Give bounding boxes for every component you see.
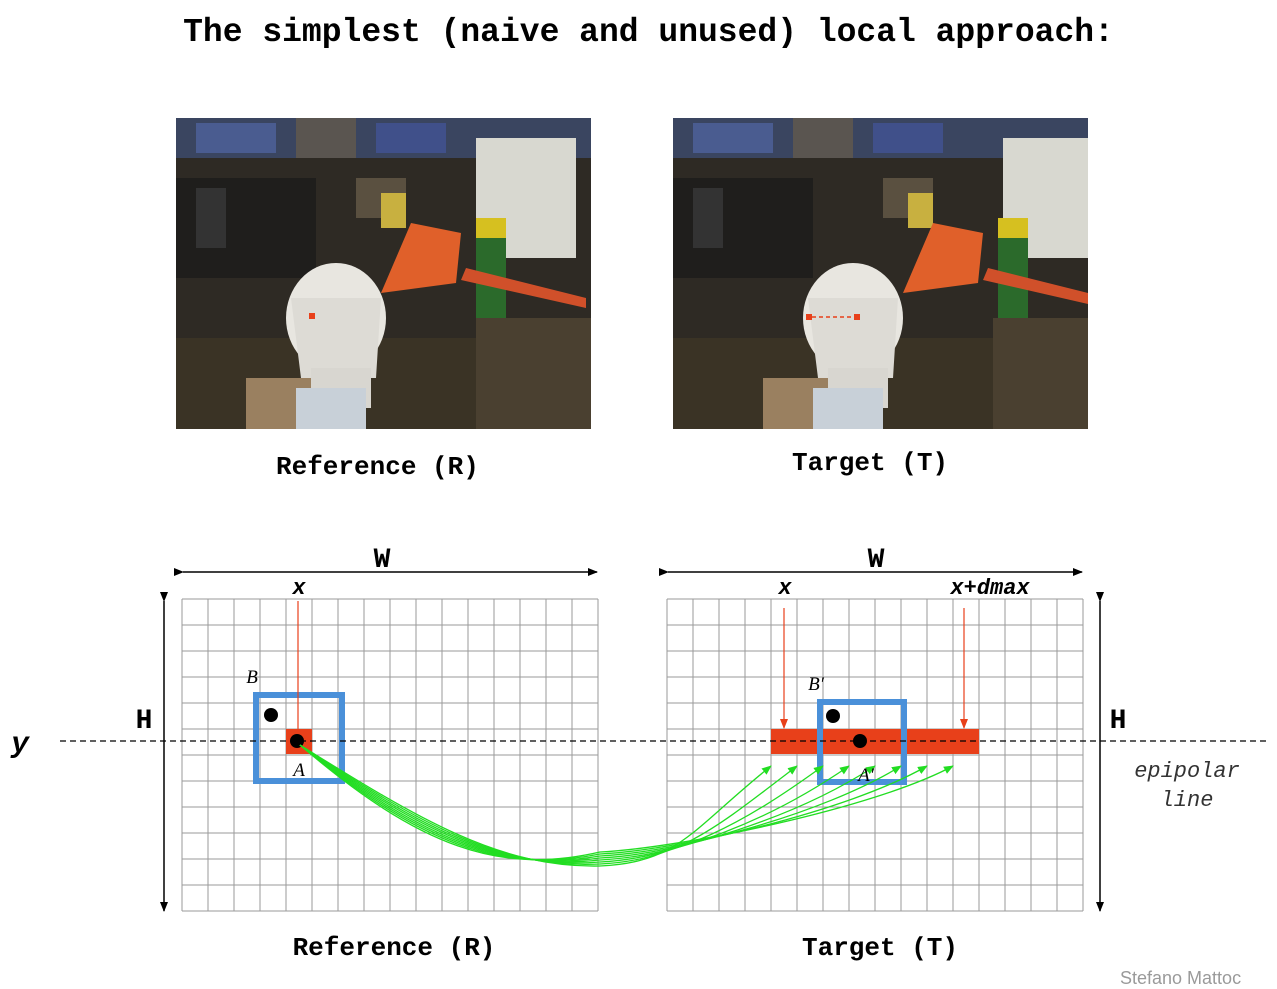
epipolar-label-line1: epipolar <box>1134 759 1240 784</box>
point-a-prime-label: A′ <box>856 765 875 786</box>
reference-grid <box>181 598 599 912</box>
epipolar-label-line2: line <box>1161 788 1214 813</box>
point-a-prime <box>853 734 867 748</box>
target-photo-caption: Target (T) <box>792 448 949 478</box>
page-title: The simplest (naive and unused) local ap… <box>183 14 1114 51</box>
point-b-label: B <box>246 667 258 688</box>
point-a-label: A <box>291 760 305 781</box>
target-grid <box>666 598 1084 912</box>
target-height-label: H <box>1110 706 1127 737</box>
reference-height-label: H <box>136 706 153 737</box>
reference-width-label: W <box>374 545 391 576</box>
target-support-window <box>817 699 907 785</box>
target-width-label: W <box>868 545 885 576</box>
match-arrow <box>299 744 902 861</box>
match-arrows <box>299 744 954 867</box>
reference-grid-caption: Reference (R) <box>293 933 496 963</box>
point-b-prime-label: B′ <box>808 674 825 695</box>
match-arrow <box>299 744 954 861</box>
match-arrow <box>299 744 798 866</box>
author-credit: Stefano Mattoc <box>1120 968 1242 988</box>
target-grid-caption: Target (T) <box>802 933 958 963</box>
target-xmax-label: x+dmax <box>949 576 1030 601</box>
match-arrow <box>299 744 772 867</box>
point-a <box>290 734 304 748</box>
point-b <box>264 708 278 722</box>
match-arrow <box>299 744 876 862</box>
match-arrow <box>299 744 850 863</box>
y-label: y <box>10 728 30 762</box>
match-arrow <box>299 744 824 864</box>
match-arrow <box>299 744 928 861</box>
target-photo <box>673 118 1088 429</box>
target-x-label: x <box>777 576 792 601</box>
point-b-prime <box>826 709 840 723</box>
reference-photo-caption: Reference (R) <box>276 452 479 482</box>
reference-support-window <box>253 692 345 784</box>
reference-photo <box>176 118 591 429</box>
reference-x-label: x <box>291 576 306 601</box>
